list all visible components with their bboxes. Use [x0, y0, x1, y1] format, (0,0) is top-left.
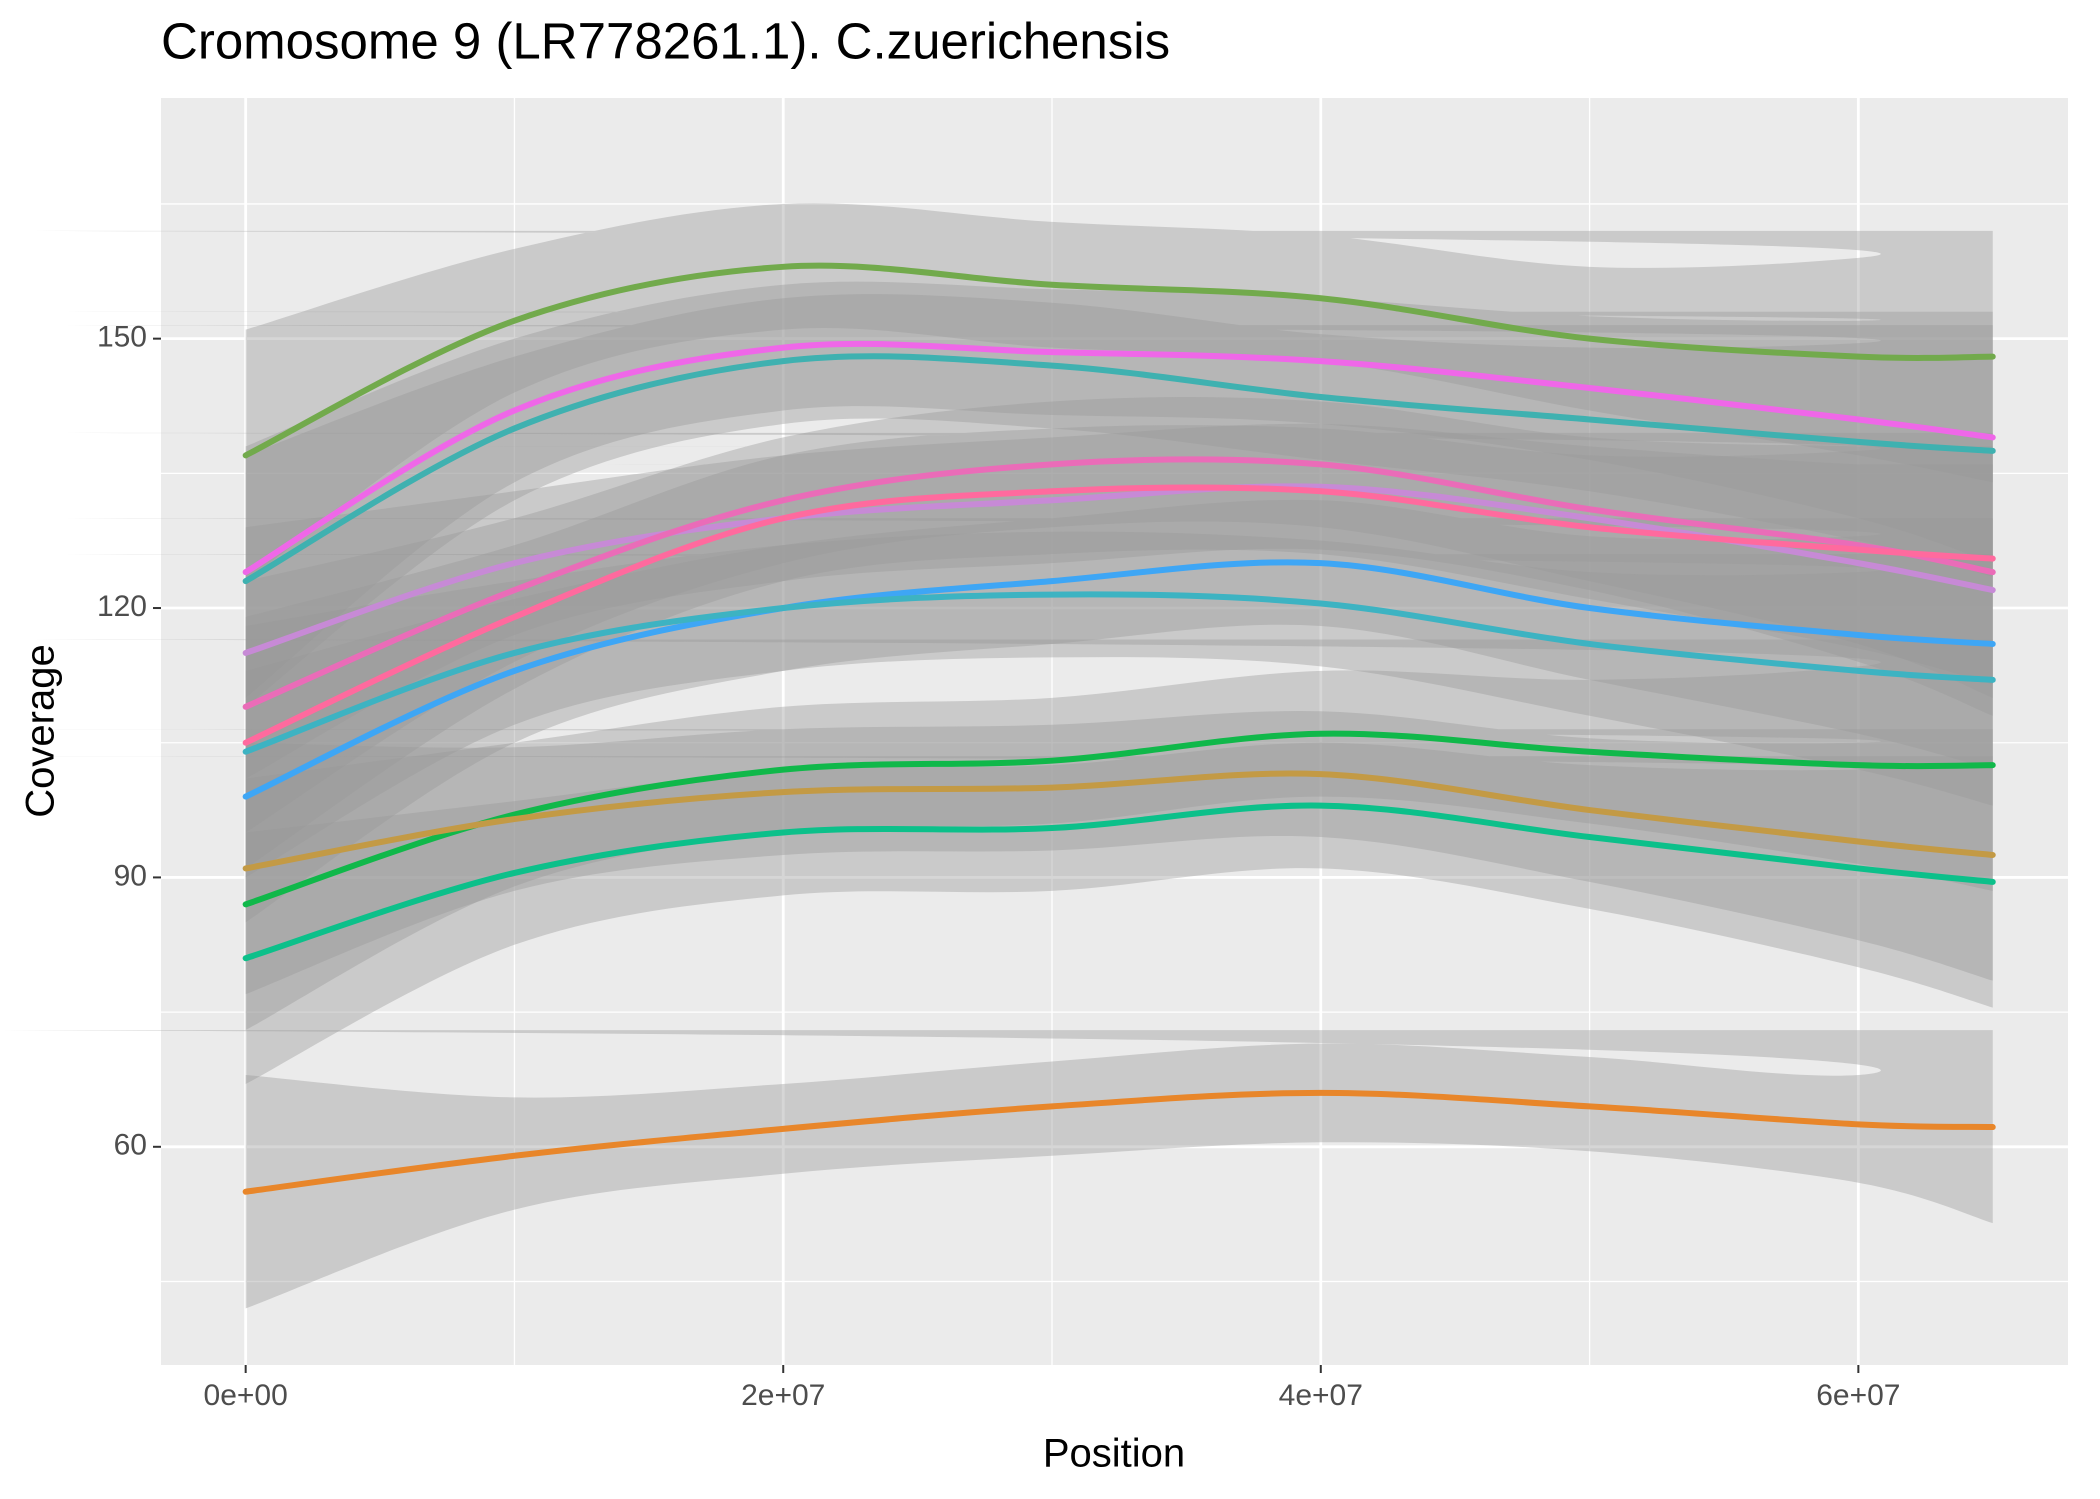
- smooth-line: [242, 484, 1996, 746]
- y-axis-title: Coverage: [19, 644, 63, 817]
- confidence-ribbon: [0, 203, 1993, 582]
- smooth-line: [242, 1089, 1996, 1195]
- x-tick-label: 2e+07: [741, 1379, 825, 1412]
- smooth-line: [242, 730, 1996, 908]
- y-tick-label: 150: [97, 321, 147, 354]
- confidence-ribbon: [0, 281, 1993, 698]
- x-tick-label: 6e+07: [1816, 1379, 1900, 1412]
- smooth-line: [242, 456, 1996, 710]
- confidence-ribbon: [0, 711, 1993, 995]
- chart-title: Cromosome 9 (LR778261.1). C.zuerichensis: [161, 12, 1170, 69]
- y-tick-label: 90: [114, 859, 147, 892]
- smooth-line: [242, 262, 1996, 459]
- x-tick-label: 4e+07: [1279, 1379, 1363, 1412]
- smooth-line: [242, 770, 1996, 872]
- smooth-line: [242, 591, 1996, 755]
- smooth-line: [242, 559, 1996, 800]
- confidence-ribbon: [0, 639, 1993, 1031]
- smooth-line: [242, 340, 1996, 576]
- confidence-ribbon: [0, 742, 1993, 1084]
- plot-panel: [161, 98, 2068, 1365]
- confidence-ribbon: [0, 294, 1993, 707]
- smooth-line: [242, 802, 1996, 962]
- confidence-ribbon: [0, 499, 1993, 923]
- x-tick-label: 0e+00: [204, 1379, 288, 1412]
- confidence-ribbon: [0, 425, 1993, 869]
- smooth-line: [242, 353, 1996, 585]
- y-tick-label: 60: [114, 1129, 147, 1162]
- x-axis-title: Position: [1043, 1432, 1185, 1476]
- confidence-ribbon: [0, 531, 1993, 878]
- smooth-line: [242, 483, 1996, 656]
- y-tick-label: 120: [97, 590, 147, 623]
